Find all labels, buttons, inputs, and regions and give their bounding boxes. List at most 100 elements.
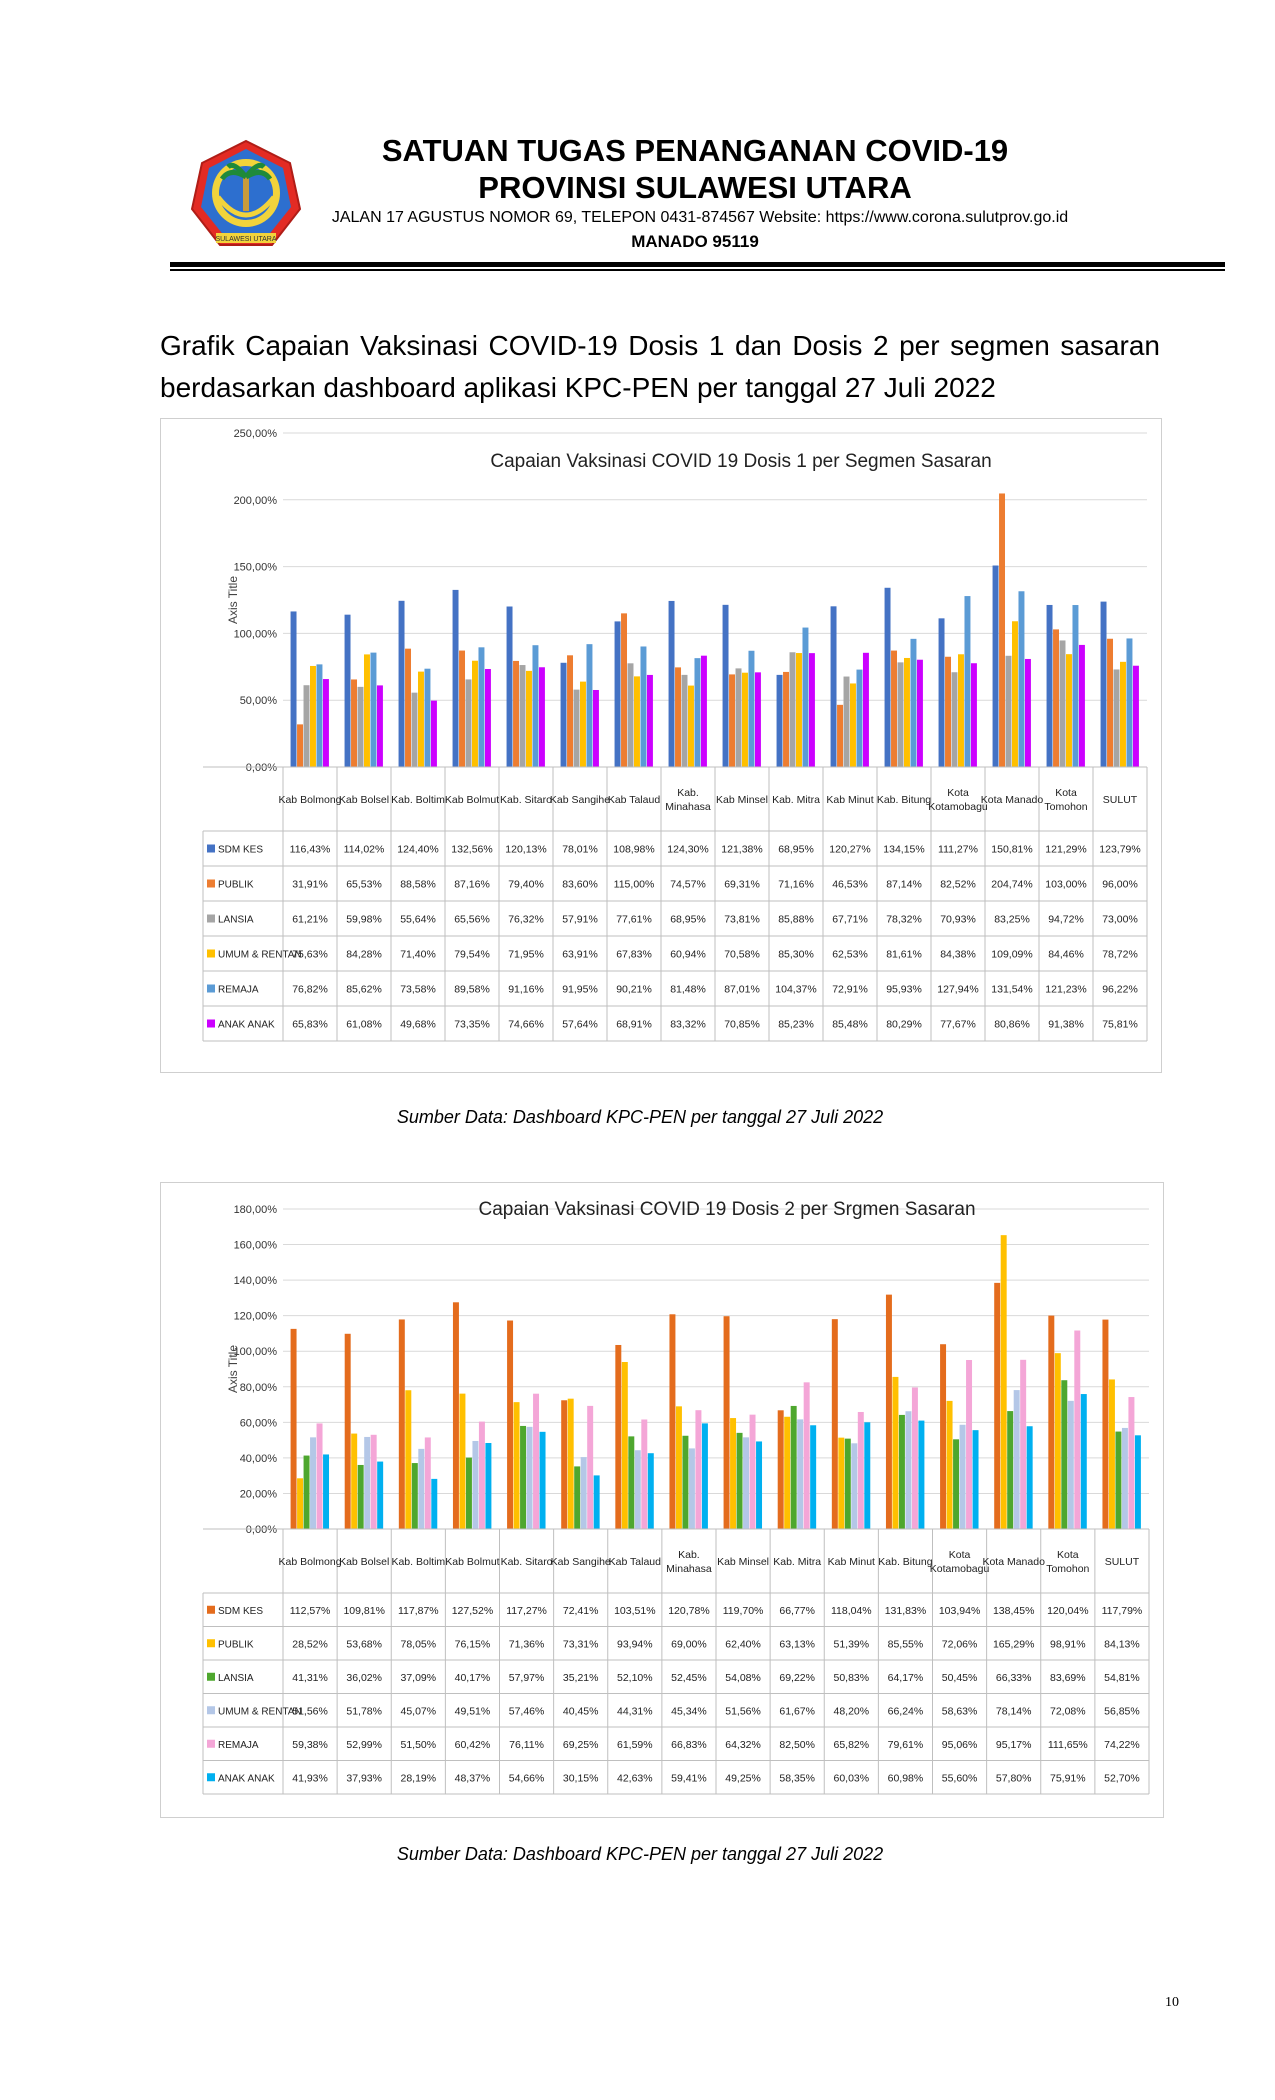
y-tick-label: 20,00% xyxy=(240,1488,278,1500)
bar-lansia-5 xyxy=(574,1466,581,1529)
province-logo: SULAWESI UTARA xyxy=(186,137,306,257)
org-title: SATUAN TUGAS PENANGANAN COVID-19 xyxy=(381,133,1009,168)
data-label: 93,94% xyxy=(617,1638,653,1650)
legend-label: PUBLIK xyxy=(218,1639,254,1650)
data-label: 57,91% xyxy=(562,914,598,926)
bar-umum-rentan-7 xyxy=(688,1448,695,1529)
data-label: 78,05% xyxy=(401,1638,437,1650)
bar-publik-3 xyxy=(459,1393,466,1529)
data-label: 81,48% xyxy=(670,984,706,996)
bar-remaja-0 xyxy=(316,1423,323,1529)
y-axis-title: Axis Title xyxy=(226,1345,240,1393)
legend-label: REMAJA xyxy=(218,985,259,996)
bar-sdm-kes-13 xyxy=(994,1282,1001,1529)
y-tick-label: 140,00% xyxy=(234,1275,278,1287)
bar-sdm-kes-7 xyxy=(669,1314,676,1529)
bar-lansia-6 xyxy=(627,663,634,767)
data-label: 73,81% xyxy=(724,914,760,926)
bar-remaja-3 xyxy=(478,647,485,767)
bar-sdm-kes-6 xyxy=(615,1344,622,1529)
data-label: 111,27% xyxy=(938,844,978,856)
data-label: 46,53% xyxy=(832,879,868,891)
bar-anak-anak-4 xyxy=(539,1431,546,1529)
bar-sdm-kes-5 xyxy=(561,1400,568,1529)
bar-anak-anak-10 xyxy=(864,1422,871,1529)
data-label: 84,13% xyxy=(1104,1638,1140,1650)
data-label: 35,21% xyxy=(563,1672,599,1684)
data-label: 62,53% xyxy=(832,949,868,961)
data-label: 65,56% xyxy=(454,914,490,926)
bar-publik-0 xyxy=(297,1478,304,1529)
bar-publik-10 xyxy=(838,1437,845,1529)
bar-umum-rentan-7 xyxy=(688,685,694,767)
data-label: 121,38% xyxy=(721,844,762,856)
data-label: 45,34% xyxy=(671,1705,707,1717)
legend-swatch xyxy=(207,949,215,958)
y-tick-label: 100,00% xyxy=(234,1346,278,1358)
data-label: 85,48% xyxy=(832,1019,868,1031)
bar-umum-rentan-11 xyxy=(904,657,910,767)
bar-anak-anak-14 xyxy=(1080,1394,1087,1529)
y-tick-label: 80,00% xyxy=(240,1382,278,1394)
chart-dose1: 0,00% 50,00% 100,00% 150,00% 200,00% 250,00% A… xyxy=(202,428,1148,1042)
legend-swatch xyxy=(207,984,215,993)
category-label: Kab. Minahasa xyxy=(665,787,711,813)
chart-dose2-caption: Sumber Data: Dashboard KPC-PEN per tangg… xyxy=(396,1844,884,1864)
category-label: Kota Tomohon xyxy=(1046,1549,1089,1575)
data-label: 95,93% xyxy=(886,984,922,996)
data-label: 63,13% xyxy=(779,1638,815,1650)
bar-sdm-kes-10 xyxy=(830,606,837,767)
bar-umum-rentan-8 xyxy=(743,1437,750,1529)
data-label: 84,38% xyxy=(940,949,976,961)
data-label: 66,33% xyxy=(996,1672,1032,1684)
bar-publik-2 xyxy=(405,1390,412,1529)
bar-sdm-kes-2 xyxy=(398,600,405,767)
data-label: 85,62% xyxy=(346,984,382,996)
data-label: 120,27% xyxy=(829,844,870,856)
category-label: Kab Bolmut xyxy=(445,1556,499,1568)
category-label: Kota Kotamobagu xyxy=(930,1549,990,1575)
data-label: 71,95% xyxy=(508,949,544,961)
bar-anak-anak-6 xyxy=(646,674,653,767)
data-label: 40,17% xyxy=(455,1672,491,1684)
bar-lansia-9 xyxy=(789,652,796,767)
bar-umum-rentan-15 xyxy=(1121,1427,1128,1529)
data-label: 83,60% xyxy=(562,879,598,891)
bar-publik-6 xyxy=(621,613,628,767)
bar-sdm-kes-0 xyxy=(290,1328,297,1529)
bar-umum-rentan-5 xyxy=(580,681,586,767)
bar-sdm-kes-7 xyxy=(668,600,675,767)
bar-remaja-9 xyxy=(802,627,809,767)
data-label: 51,39% xyxy=(834,1638,870,1650)
data-label: 98,91% xyxy=(1050,1638,1086,1650)
bar-remaja-7 xyxy=(695,1410,702,1529)
data-label: 67,71% xyxy=(832,914,868,926)
bar-lansia-11 xyxy=(897,662,904,767)
data-label: 65,83% xyxy=(292,1019,328,1031)
data-label: 77,61% xyxy=(616,914,652,926)
bar-remaja-10 xyxy=(857,1411,864,1529)
bar-anak-anak-11 xyxy=(916,659,923,767)
data-label: 59,38% xyxy=(292,1739,328,1751)
bar-sdm-kes-13 xyxy=(992,565,999,767)
data-label: 116,43% xyxy=(290,844,331,856)
bar-publik-8 xyxy=(729,674,736,767)
y-tick-label: 120,00% xyxy=(234,1311,278,1323)
bar-remaja-14 xyxy=(1072,605,1079,767)
bar-sdm-kes-5 xyxy=(560,662,567,767)
data-label: 44,31% xyxy=(617,1705,653,1717)
data-label: 114,02% xyxy=(344,844,385,856)
bar-publik-7 xyxy=(675,667,682,767)
bar-lansia-8 xyxy=(735,668,742,767)
data-label: 76,82% xyxy=(292,984,328,996)
bar-umum-rentan-5 xyxy=(580,1457,587,1529)
bar-sdm-kes-1 xyxy=(344,1333,351,1529)
bar-umum-rentan-12 xyxy=(959,1424,966,1529)
category-label: Kab Minsel xyxy=(716,794,768,806)
data-label: 45,07% xyxy=(401,1705,437,1717)
data-label: 95,17% xyxy=(996,1739,1032,1751)
data-label: 41,93% xyxy=(292,1772,328,1784)
data-label: 71,36% xyxy=(509,1638,545,1650)
y-tick-label: 40,00% xyxy=(240,1453,278,1465)
data-label: 72,06% xyxy=(942,1638,978,1650)
